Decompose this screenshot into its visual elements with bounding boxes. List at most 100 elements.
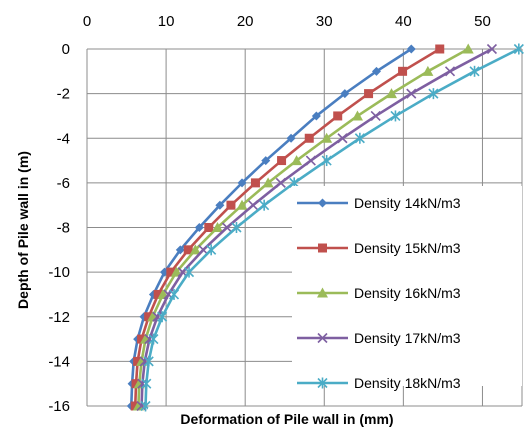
data-point bbox=[168, 288, 180, 300]
data-point bbox=[277, 156, 287, 166]
data-point bbox=[137, 334, 147, 344]
data-point bbox=[286, 133, 296, 143]
x-tick-label: 30 bbox=[316, 13, 333, 30]
y-tick-label: -2 bbox=[57, 86, 70, 103]
x-tick-label: 0 bbox=[83, 13, 91, 30]
data-point bbox=[333, 111, 343, 121]
data-point bbox=[236, 199, 248, 210]
x-axis-title-background bbox=[148, 408, 426, 428]
legend: Density 14kN/m3 Density 15kN/m3 Density 16… bbox=[297, 195, 461, 391]
data-point bbox=[422, 65, 434, 76]
y-tick-label: -14 bbox=[48, 353, 70, 370]
data-point bbox=[321, 132, 333, 143]
data-point bbox=[340, 89, 350, 99]
data-point bbox=[226, 200, 236, 210]
data-point bbox=[262, 177, 274, 188]
x-tick-label: 20 bbox=[237, 13, 254, 30]
data-point bbox=[398, 66, 408, 76]
legend-item: Density 17kN/m3 bbox=[297, 330, 461, 346]
data-point bbox=[462, 43, 474, 54]
data-point bbox=[337, 133, 348, 144]
data-point bbox=[250, 178, 260, 188]
data-point bbox=[428, 88, 439, 100]
series-layer bbox=[126, 43, 524, 412]
series-1 bbox=[130, 44, 445, 411]
data-point bbox=[204, 223, 214, 232]
data-point bbox=[486, 43, 498, 55]
data-point bbox=[364, 89, 374, 99]
legend-background bbox=[292, 186, 522, 386]
data-point bbox=[153, 289, 163, 299]
series-2 bbox=[132, 43, 474, 411]
data-point bbox=[406, 88, 417, 99]
data-point bbox=[469, 65, 480, 77]
data-point bbox=[183, 245, 193, 255]
y-tick-label: -8 bbox=[57, 220, 70, 237]
data-point bbox=[370, 110, 381, 122]
data-point bbox=[148, 333, 159, 345]
data-point bbox=[386, 88, 397, 99]
data-point bbox=[175, 245, 185, 255]
data-point bbox=[305, 155, 316, 166]
data-point bbox=[406, 44, 416, 54]
legend-marker bbox=[317, 287, 328, 298]
y-axis-title: Depth of Pile wall in (m) bbox=[15, 151, 31, 309]
y-tick-label: -12 bbox=[48, 309, 70, 326]
x-tick-labels: 0 10 20 30 40 50 bbox=[83, 13, 491, 30]
data-point bbox=[130, 401, 140, 411]
legend-label: Density 17kN/m3 bbox=[354, 330, 461, 346]
data-point bbox=[132, 400, 144, 411]
data-point bbox=[237, 178, 247, 188]
legend-item: Density 15kN/m3 bbox=[297, 240, 461, 256]
data-point bbox=[354, 132, 365, 144]
data-point bbox=[311, 111, 321, 121]
legend-label: Density 14kN/m3 bbox=[354, 195, 461, 211]
x-tick-label: 40 bbox=[395, 13, 412, 30]
legend-item: Density 16kN/m3 bbox=[297, 285, 461, 301]
y-tick-label: -10 bbox=[48, 264, 70, 281]
data-point bbox=[194, 223, 204, 232]
y-tick-label: -16 bbox=[48, 398, 70, 415]
data-point bbox=[444, 66, 456, 77]
data-point bbox=[144, 312, 154, 322]
data-point bbox=[435, 44, 445, 54]
y-tick-label: 0 bbox=[62, 41, 70, 58]
data-point bbox=[248, 200, 259, 211]
legend-marker bbox=[318, 198, 327, 208]
data-point bbox=[275, 177, 286, 188]
data-point bbox=[513, 43, 524, 55]
data-point bbox=[166, 267, 176, 277]
data-point bbox=[206, 244, 217, 256]
data-point bbox=[351, 110, 363, 121]
data-point bbox=[291, 155, 303, 166]
data-point bbox=[215, 200, 225, 210]
y-tick-label: -4 bbox=[57, 130, 70, 147]
data-point bbox=[198, 244, 209, 255]
data-point bbox=[141, 378, 152, 390]
data-point bbox=[212, 222, 223, 232]
data-point bbox=[131, 379, 141, 389]
data-point bbox=[170, 266, 182, 277]
data-point bbox=[321, 155, 332, 167]
y-tick-label: -6 bbox=[57, 175, 70, 192]
legend-marker bbox=[317, 377, 328, 389]
series-4 bbox=[140, 43, 524, 412]
data-point bbox=[143, 355, 154, 367]
legend-label: Density 15kN/m3 bbox=[354, 240, 461, 256]
data-point bbox=[183, 266, 195, 278]
legend-marker bbox=[317, 332, 328, 344]
data-point bbox=[221, 222, 233, 233]
legend-label: Density 16kN/m3 bbox=[354, 285, 461, 301]
x-tick-label: 10 bbox=[158, 13, 175, 30]
y-tick-labels: 0 -2 -4 -6 -8 -10 -12 -14 -16 bbox=[48, 41, 70, 415]
legend-label: Density 18kN/m3 bbox=[354, 375, 461, 391]
data-point bbox=[157, 311, 168, 323]
data-point bbox=[371, 66, 381, 76]
data-point bbox=[231, 222, 242, 233]
legend-marker bbox=[318, 243, 327, 253]
data-point bbox=[261, 156, 271, 166]
data-point bbox=[189, 244, 201, 255]
data-point bbox=[390, 110, 401, 122]
